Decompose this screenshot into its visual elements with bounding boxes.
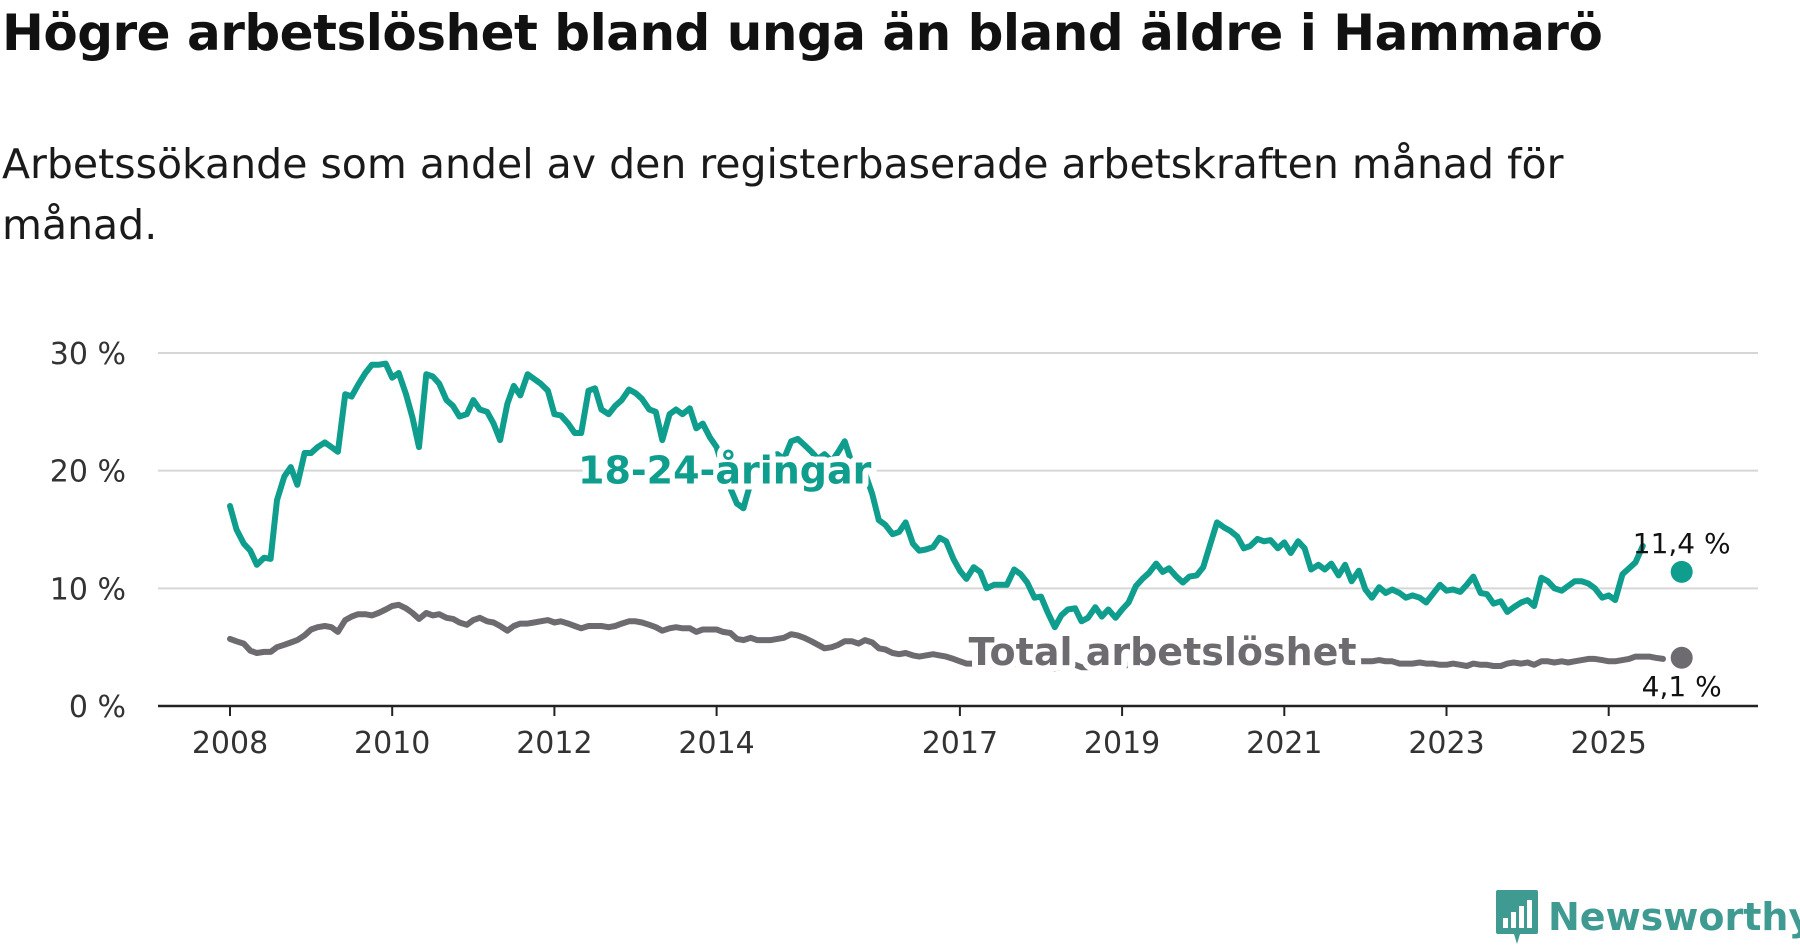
x-tick-label: 2019 (1084, 726, 1160, 761)
end-value-label-total: 4,1 % (1642, 670, 1722, 703)
x-tick-label: 2023 (1408, 726, 1484, 761)
series-line-youth (227, 360, 1646, 631)
y-tick-label: 30 % (50, 337, 126, 372)
chart-subtitle: Arbetssökande som andel av den registerb… (2, 140, 1564, 249)
x-tick-label: 2008 (192, 726, 268, 761)
y-tick-label: 20 % (50, 455, 126, 490)
x-tick-label: 2021 (1246, 726, 1322, 761)
logo-text: Newsworthy (1548, 895, 1800, 939)
y-tick-label: 0 % (69, 690, 126, 725)
labels: 0 % 10 % 20 % 30 % 2008 2010 2012 2014 2017 2019 2… (50, 337, 1731, 761)
series-label-halo: Total arbetslöshet (969, 630, 1357, 674)
gridlines (158, 352, 1758, 590)
series-label-youth: 18-24-åringar (578, 449, 872, 493)
axes (158, 704, 1758, 716)
series-line-total (227, 601, 1666, 672)
end-point-youth (1670, 560, 1693, 583)
series-label-total: Total arbetslöshet (969, 630, 1357, 674)
chart-title: Högre arbetslöshet bland unga än bland ä… (2, 4, 1603, 62)
end-value-label-youth: 11,4 % (1633, 527, 1731, 560)
series-lines (227, 360, 1693, 672)
x-tick-label: 2014 (678, 726, 754, 761)
series-label-halo: 18-24-åringar (578, 449, 872, 493)
x-tick-label: 2025 (1571, 726, 1647, 761)
x-tick-label: 2017 (922, 726, 998, 761)
x-tick-label: 2012 (516, 726, 592, 761)
newsworthy-logo-icon (1496, 890, 1538, 944)
end-point-total (1670, 646, 1693, 669)
x-tick-label: 2010 (354, 726, 430, 761)
newsworthy-logo: Newsworthy (1494, 888, 1800, 946)
y-tick-label: 10 % (50, 572, 126, 607)
